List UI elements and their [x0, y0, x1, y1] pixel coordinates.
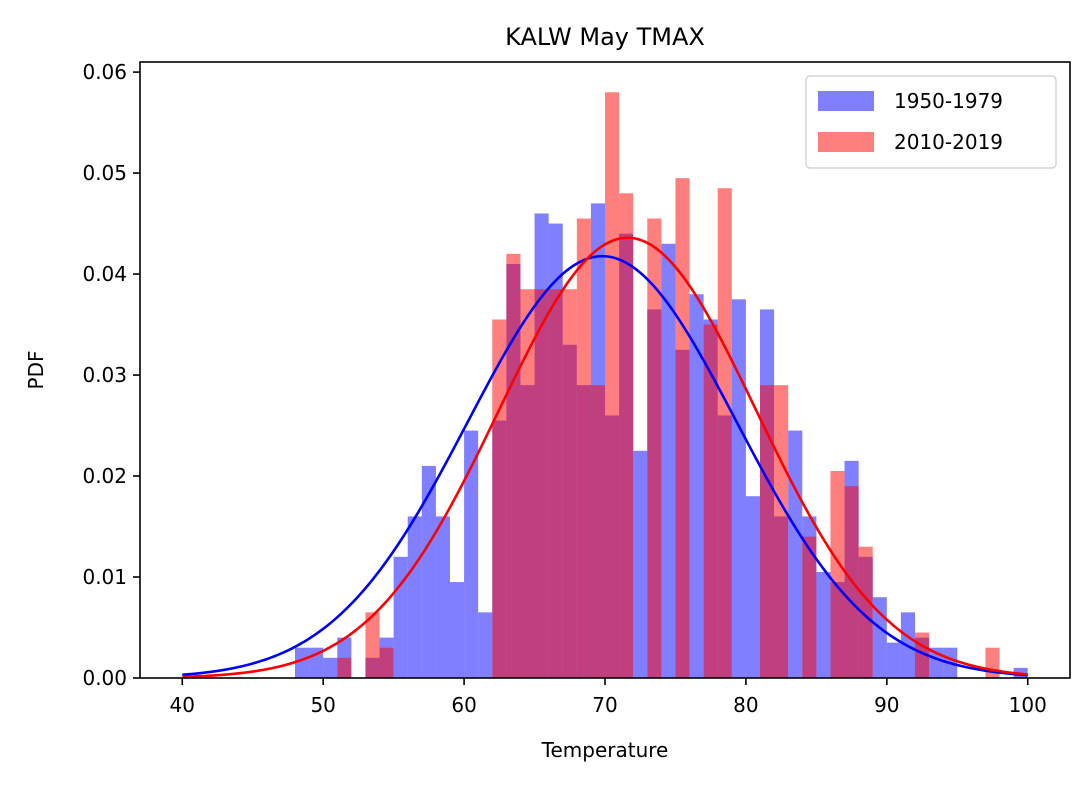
bar-2010-2019-bin-62	[492, 319, 507, 678]
bar-2010-2019-bin-86	[830, 470, 845, 678]
bar-1950-1979-bin-58	[435, 516, 450, 678]
x-tick-label-90: 90	[874, 693, 899, 717]
bar-2010-2019-bin-69	[590, 385, 605, 678]
bar-2010-2019-bin-78	[717, 188, 732, 679]
x-tick-label-80: 80	[733, 693, 758, 717]
legend-label-1950-1979: 1950-1979	[894, 89, 1003, 113]
bar-2010-2019-bin-53	[365, 612, 380, 678]
bar-1950-1979-bin-76	[689, 294, 704, 678]
bar-2010-2019-bin-54	[379, 647, 394, 678]
x-tick-label-100: 100	[1009, 693, 1047, 717]
x-tick-label-50: 50	[310, 693, 335, 717]
x-tick-label-60: 60	[451, 693, 476, 717]
bar-1950-1979-bin-72	[633, 450, 648, 678]
bar-1950-1979-bin-60	[464, 430, 479, 678]
y-tick-label-0: 0.00	[82, 666, 127, 690]
bar-1950-1979-bin-59	[450, 582, 465, 678]
bar-2010-2019-bin-65	[534, 289, 549, 678]
y-tick-label-0.06: 0.06	[82, 60, 127, 84]
bar-2010-2019-bin-88	[858, 546, 873, 678]
bar-2010-2019-bin-67	[562, 289, 577, 678]
y-tick-label-0.01: 0.01	[82, 565, 127, 589]
bar-1950-1979-bin-85	[816, 571, 831, 678]
fit-curves	[182, 236, 1028, 679]
bar-1950-1979-bin-56	[407, 516, 422, 678]
bar-2010-2019-bin-70	[605, 92, 620, 678]
bar-1950-1979-bin-55	[393, 556, 408, 678]
bar-2010-2019-bin-66	[548, 289, 563, 678]
y-tick-label-0.04: 0.04	[82, 262, 127, 286]
bar-1950-1979-bin-48	[295, 647, 310, 678]
x-tick-label-40: 40	[170, 693, 195, 717]
bar-1950-1979-bin-57	[421, 465, 436, 678]
legend-swatch-2010-2019	[818, 132, 874, 152]
bar-1950-1979-bin-61	[478, 612, 493, 678]
bar-2010-2019-bin-77	[703, 324, 718, 678]
bar-1950-1979-bin-90	[886, 642, 901, 678]
series-2010-2019-bars	[337, 92, 1000, 679]
bar-2010-2019-bin-63	[506, 253, 521, 679]
y-tick-label-0.03: 0.03	[82, 363, 127, 387]
x-axis-ticks: 40 50 60 70 80 90 100	[170, 678, 1047, 717]
bar-2010-2019-bin-84	[802, 536, 817, 678]
curve-2010-2019-normal-fit	[182, 236, 1028, 679]
curve-1950-1979-normal-fit	[182, 254, 1028, 677]
bar-2010-2019-bin-64	[520, 289, 535, 678]
series-1950-1979-bars	[295, 203, 1028, 679]
bar-2010-2019-bin-73	[647, 218, 662, 678]
chart-title: KALW May TMAX	[505, 23, 705, 51]
x-axis-label: Temperature	[541, 738, 669, 762]
x-tick-label-70: 70	[592, 693, 617, 717]
bar-1950-1979-bin-80	[745, 496, 760, 678]
legend: 1950-1979 2010-2019	[805, 75, 1057, 169]
bar-1950-1979-bin-79	[731, 299, 746, 678]
bar-2010-2019-bin-82	[774, 385, 789, 678]
bar-1950-1979-bin-83	[788, 430, 803, 678]
legend-swatch-1950-1979	[818, 91, 874, 111]
bar-1950-1979-bin-74	[661, 243, 676, 678]
y-axis-ticks: 0.00 0.01 0.02 0.03 0.04 0.05 0.06	[82, 60, 140, 690]
bar-1950-1979-bin-50	[323, 657, 338, 678]
bar-2010-2019-bin-75	[675, 178, 690, 678]
bar-2010-2019-bin-81	[760, 385, 775, 678]
y-axis-label: PDF	[24, 351, 48, 390]
bar-2010-2019-bin-71	[619, 193, 634, 678]
y-tick-label-0.02: 0.02	[82, 464, 127, 488]
bar-2010-2019-bin-68	[576, 218, 591, 678]
y-tick-label-0.05: 0.05	[82, 161, 127, 185]
legend-label-2010-2019: 2010-2019	[894, 130, 1003, 154]
bar-2010-2019-bin-51	[337, 657, 352, 678]
